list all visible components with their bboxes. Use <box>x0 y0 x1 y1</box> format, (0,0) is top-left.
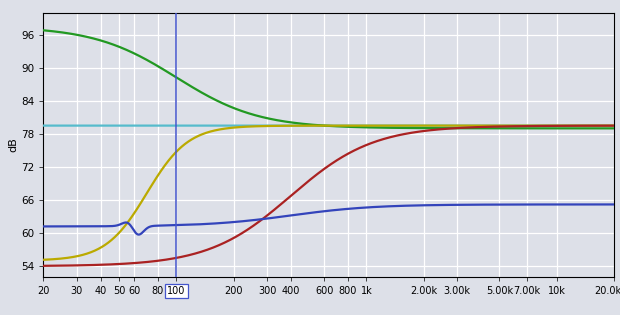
Y-axis label: dB: dB <box>8 138 19 152</box>
